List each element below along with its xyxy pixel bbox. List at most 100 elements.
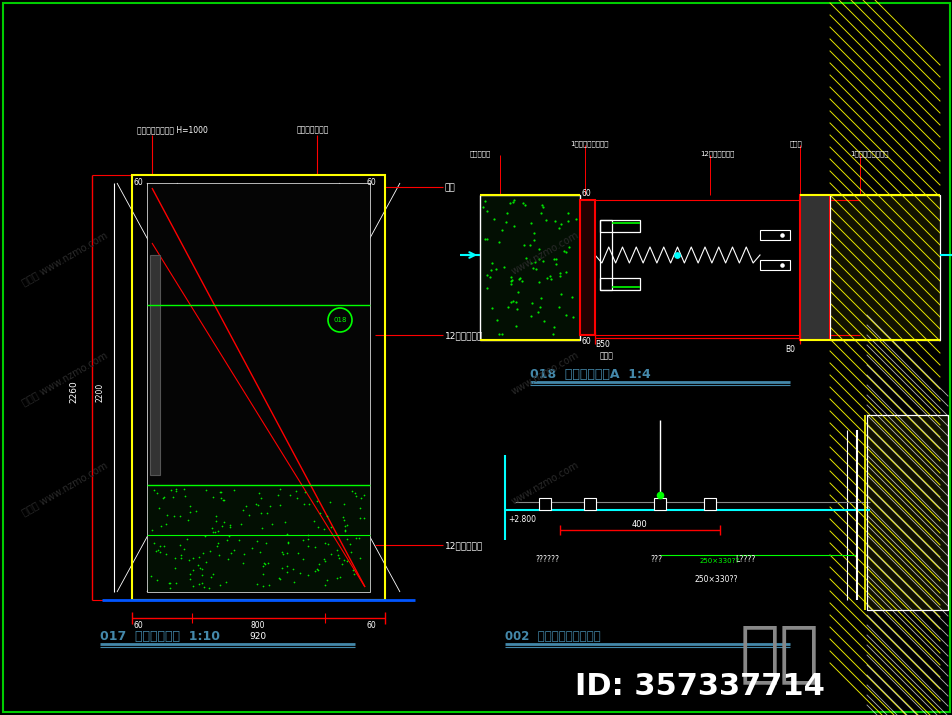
Text: 地弹簧: 地弹簧 — [789, 140, 802, 147]
Point — [352, 512, 367, 523]
Point — [201, 582, 216, 593]
Text: 60: 60 — [134, 178, 144, 187]
Point — [238, 500, 253, 512]
Point — [286, 576, 301, 588]
Point — [499, 207, 514, 218]
Point — [491, 237, 506, 248]
Point — [249, 535, 265, 546]
Point — [212, 492, 228, 503]
Point — [560, 207, 575, 219]
Point — [339, 556, 354, 567]
Point — [182, 554, 197, 566]
Text: 920: 920 — [249, 632, 267, 641]
Point — [547, 258, 563, 270]
Point — [510, 286, 526, 297]
Point — [196, 581, 211, 592]
Point — [323, 548, 338, 560]
Point — [317, 579, 332, 591]
Point — [260, 557, 275, 568]
Bar — [653, 498, 665, 510]
Point — [558, 267, 573, 278]
Point — [198, 484, 213, 495]
Point — [484, 265, 499, 276]
Point — [156, 541, 171, 552]
Point — [272, 573, 288, 584]
Text: www.nzmo.com: www.nzmo.com — [509, 460, 581, 507]
Text: www.nzmo.com: www.nzmo.com — [509, 350, 581, 397]
Point — [270, 573, 286, 584]
Point — [307, 541, 323, 553]
Text: 002  二层卫生间顶剖面图: 002 二层卫生间顶剖面图 — [505, 630, 600, 643]
Point — [328, 544, 344, 556]
Point — [147, 538, 162, 549]
Bar — [866, 415, 947, 610]
Point — [334, 511, 349, 523]
Point — [505, 197, 520, 208]
Point — [280, 567, 295, 578]
Point — [546, 216, 562, 227]
Point — [477, 233, 492, 245]
Bar — [600, 220, 640, 232]
Point — [500, 301, 515, 312]
Point — [316, 553, 331, 565]
Point — [516, 199, 531, 211]
Point — [270, 489, 286, 500]
Point — [222, 521, 237, 533]
Point — [493, 224, 508, 235]
Point — [172, 553, 188, 564]
Point — [169, 484, 184, 495]
Point — [334, 558, 349, 570]
Point — [235, 557, 250, 568]
Bar — [600, 278, 640, 290]
Point — [343, 546, 358, 557]
Text: 60: 60 — [134, 621, 144, 630]
Point — [211, 549, 227, 561]
Point — [557, 309, 572, 320]
Text: 1厚拉丝不锈钢门套: 1厚拉丝不锈钢门套 — [849, 150, 887, 157]
Point — [272, 499, 288, 511]
Text: 12厚钢化玻璃门: 12厚钢化玻璃门 — [700, 150, 734, 157]
Point — [253, 508, 268, 519]
Point — [504, 297, 519, 308]
Point — [149, 575, 165, 586]
Point — [490, 328, 506, 340]
Point — [212, 486, 228, 498]
Point — [209, 541, 225, 552]
Bar — [759, 260, 789, 270]
Point — [167, 553, 182, 564]
Point — [530, 306, 545, 317]
Point — [329, 572, 345, 583]
Point — [253, 492, 268, 503]
Point — [180, 515, 195, 526]
Point — [253, 522, 268, 533]
Point — [210, 537, 226, 548]
Text: 60: 60 — [582, 337, 591, 346]
Bar — [799, 195, 829, 340]
Text: 拉丝不锈钢门套: 拉丝不锈钢门套 — [297, 125, 329, 134]
Point — [337, 520, 352, 531]
Point — [564, 291, 579, 302]
Bar — [147, 485, 369, 592]
Point — [235, 504, 250, 516]
Point — [542, 270, 557, 282]
Point — [214, 521, 229, 532]
Point — [552, 289, 567, 300]
Point — [531, 243, 546, 255]
Bar — [704, 498, 715, 510]
Point — [215, 494, 230, 506]
Text: 018: 018 — [333, 317, 347, 323]
Point — [652, 489, 667, 500]
Point — [186, 581, 201, 592]
Point — [508, 303, 524, 315]
Text: www.nzmo.com: www.nzmo.com — [509, 230, 581, 277]
Point — [194, 577, 209, 588]
Point — [346, 568, 361, 580]
Point — [258, 538, 273, 549]
Point — [277, 516, 292, 528]
Point — [152, 546, 168, 558]
Point — [183, 500, 198, 511]
Point — [309, 564, 325, 576]
Point — [531, 253, 546, 265]
Point — [152, 540, 168, 551]
Text: 250×330??: 250×330?? — [694, 575, 738, 584]
